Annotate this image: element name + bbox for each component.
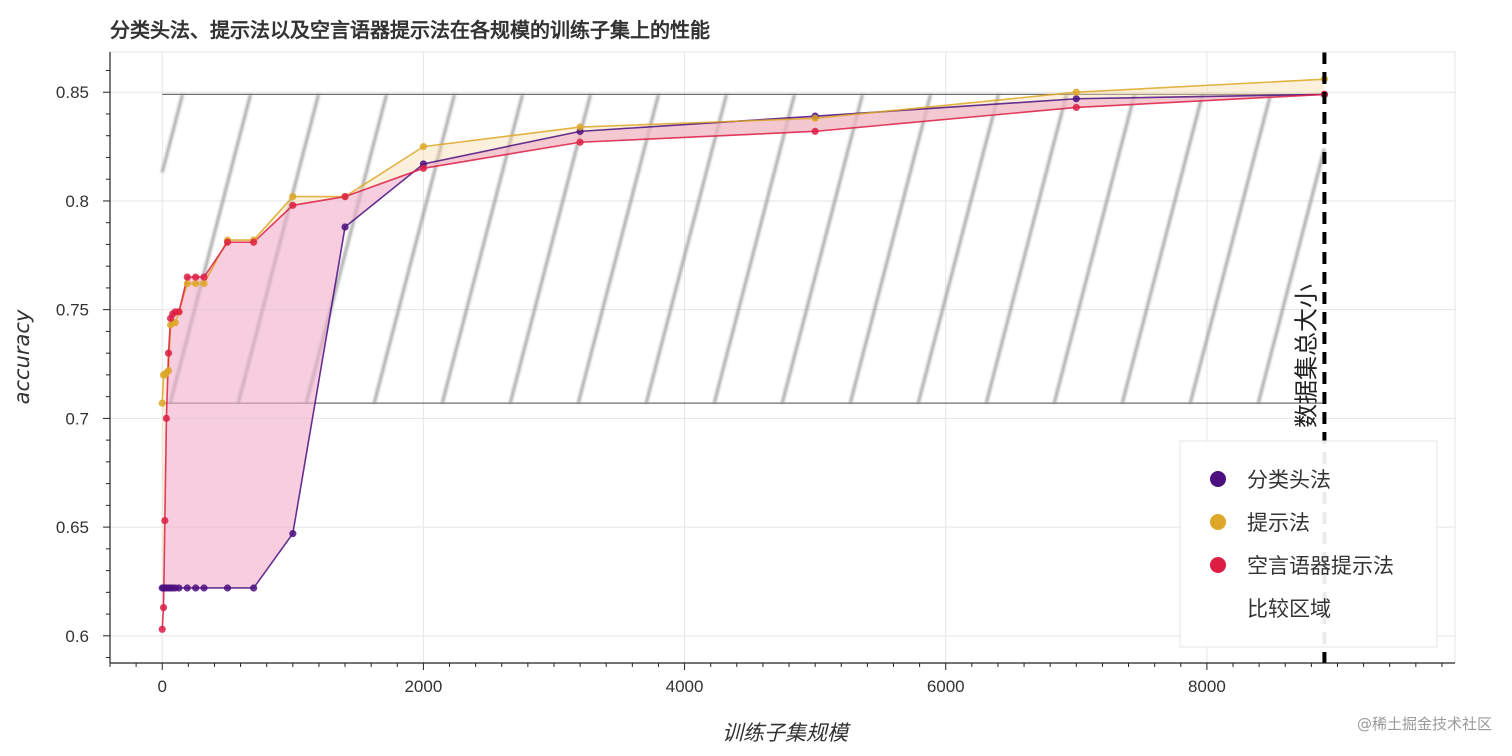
x-tick-label: 2000 — [404, 677, 442, 696]
data-point — [419, 142, 427, 151]
legend-label: 空言语器提示法 — [1247, 554, 1394, 578]
band-hatch-line — [712, 94, 796, 404]
y-tick-label: 0.85 — [56, 83, 89, 102]
y-tick-label: 0.6 — [65, 627, 89, 646]
band-hatch-line — [168, 94, 252, 404]
legend-label: 比较区域 — [1247, 597, 1331, 621]
data-point — [162, 414, 171, 422]
legend-marker — [1210, 557, 1226, 573]
x-tick-label: 4000 — [666, 677, 704, 696]
data-point — [164, 366, 173, 375]
data-point — [223, 238, 232, 246]
data-point — [183, 273, 191, 281]
band-hatch-line — [848, 94, 932, 404]
data-point — [158, 625, 166, 633]
data-point — [1072, 95, 1080, 103]
data-point — [192, 584, 200, 592]
chart-title: 分类头法、提示法以及空言语器提示法在各规模的训练子集上的性能 — [110, 18, 710, 42]
axes: 0 2000 4000 6000 8000 0.6 0.65 0.7 0.75 0.8 0.85 — [56, 51, 1456, 696]
band-hatch-line — [780, 94, 864, 404]
data-point — [200, 273, 208, 281]
band-hatch-line — [304, 94, 388, 404]
band-hatch-line — [1256, 148, 1326, 404]
data-point — [192, 279, 200, 288]
data-point — [576, 123, 584, 131]
data-point — [175, 584, 183, 592]
data-point — [341, 223, 349, 231]
data-point — [811, 127, 819, 135]
band-hatch-line — [1052, 94, 1136, 404]
legend-label: 提示法 — [1247, 511, 1310, 535]
legend-marker — [1210, 471, 1226, 487]
data-point — [223, 584, 232, 592]
x-tick-label: 8000 — [1188, 677, 1226, 696]
data-point — [289, 192, 297, 201]
data-point — [192, 273, 200, 281]
x-tick-label: 0 — [157, 677, 166, 696]
band-hatch-line — [916, 94, 1000, 404]
y-tick-label: 0.65 — [56, 518, 89, 537]
band-hatch-line — [984, 94, 1068, 404]
band-hatch-line — [1120, 94, 1204, 404]
data-point — [200, 279, 208, 288]
legend-marker — [1210, 514, 1226, 530]
data-point — [419, 164, 427, 172]
band-hatch-line — [644, 94, 728, 404]
y-tick-label: 0.75 — [56, 301, 89, 320]
band-hatch-line — [508, 94, 592, 404]
data-point — [1072, 103, 1080, 112]
band-hatch-line — [236, 94, 320, 404]
band-hatching — [160, 94, 1326, 404]
data-point — [183, 279, 191, 288]
dataset-size-label: 数据集总大小 — [1292, 284, 1320, 428]
data-point — [576, 138, 584, 146]
data-point — [811, 114, 819, 122]
data-point — [183, 584, 191, 592]
y-tick-label: 0.8 — [65, 192, 89, 211]
data-point — [164, 349, 173, 357]
data-point — [1072, 88, 1080, 96]
y-axis-label: accuracy — [10, 309, 34, 404]
data-point — [250, 238, 258, 246]
watermark: @稀土掘金技术社区 — [1357, 715, 1492, 733]
band-hatch-line — [1188, 94, 1272, 404]
band-hatch-line — [372, 94, 456, 404]
x-axis-label: 训练子集规模 — [722, 721, 851, 745]
data-point — [159, 603, 168, 612]
band-hatch-line — [160, 94, 184, 173]
legend-label: 分类头法 — [1247, 468, 1331, 492]
data-point — [289, 201, 297, 209]
comparison-band — [160, 93, 1326, 404]
data-point — [289, 530, 297, 538]
data-point — [161, 516, 169, 525]
dataset-size-line: 数据集总大小 — [1292, 52, 1327, 663]
data-point — [158, 399, 166, 407]
y-tick-label: 0.7 — [65, 409, 89, 428]
data-point — [341, 192, 349, 201]
data-point — [250, 584, 258, 592]
data-point — [200, 584, 208, 592]
data-point — [171, 319, 179, 327]
band-hatch-line — [576, 94, 660, 404]
data-point — [175, 308, 183, 316]
x-tick-label: 6000 — [927, 677, 965, 696]
